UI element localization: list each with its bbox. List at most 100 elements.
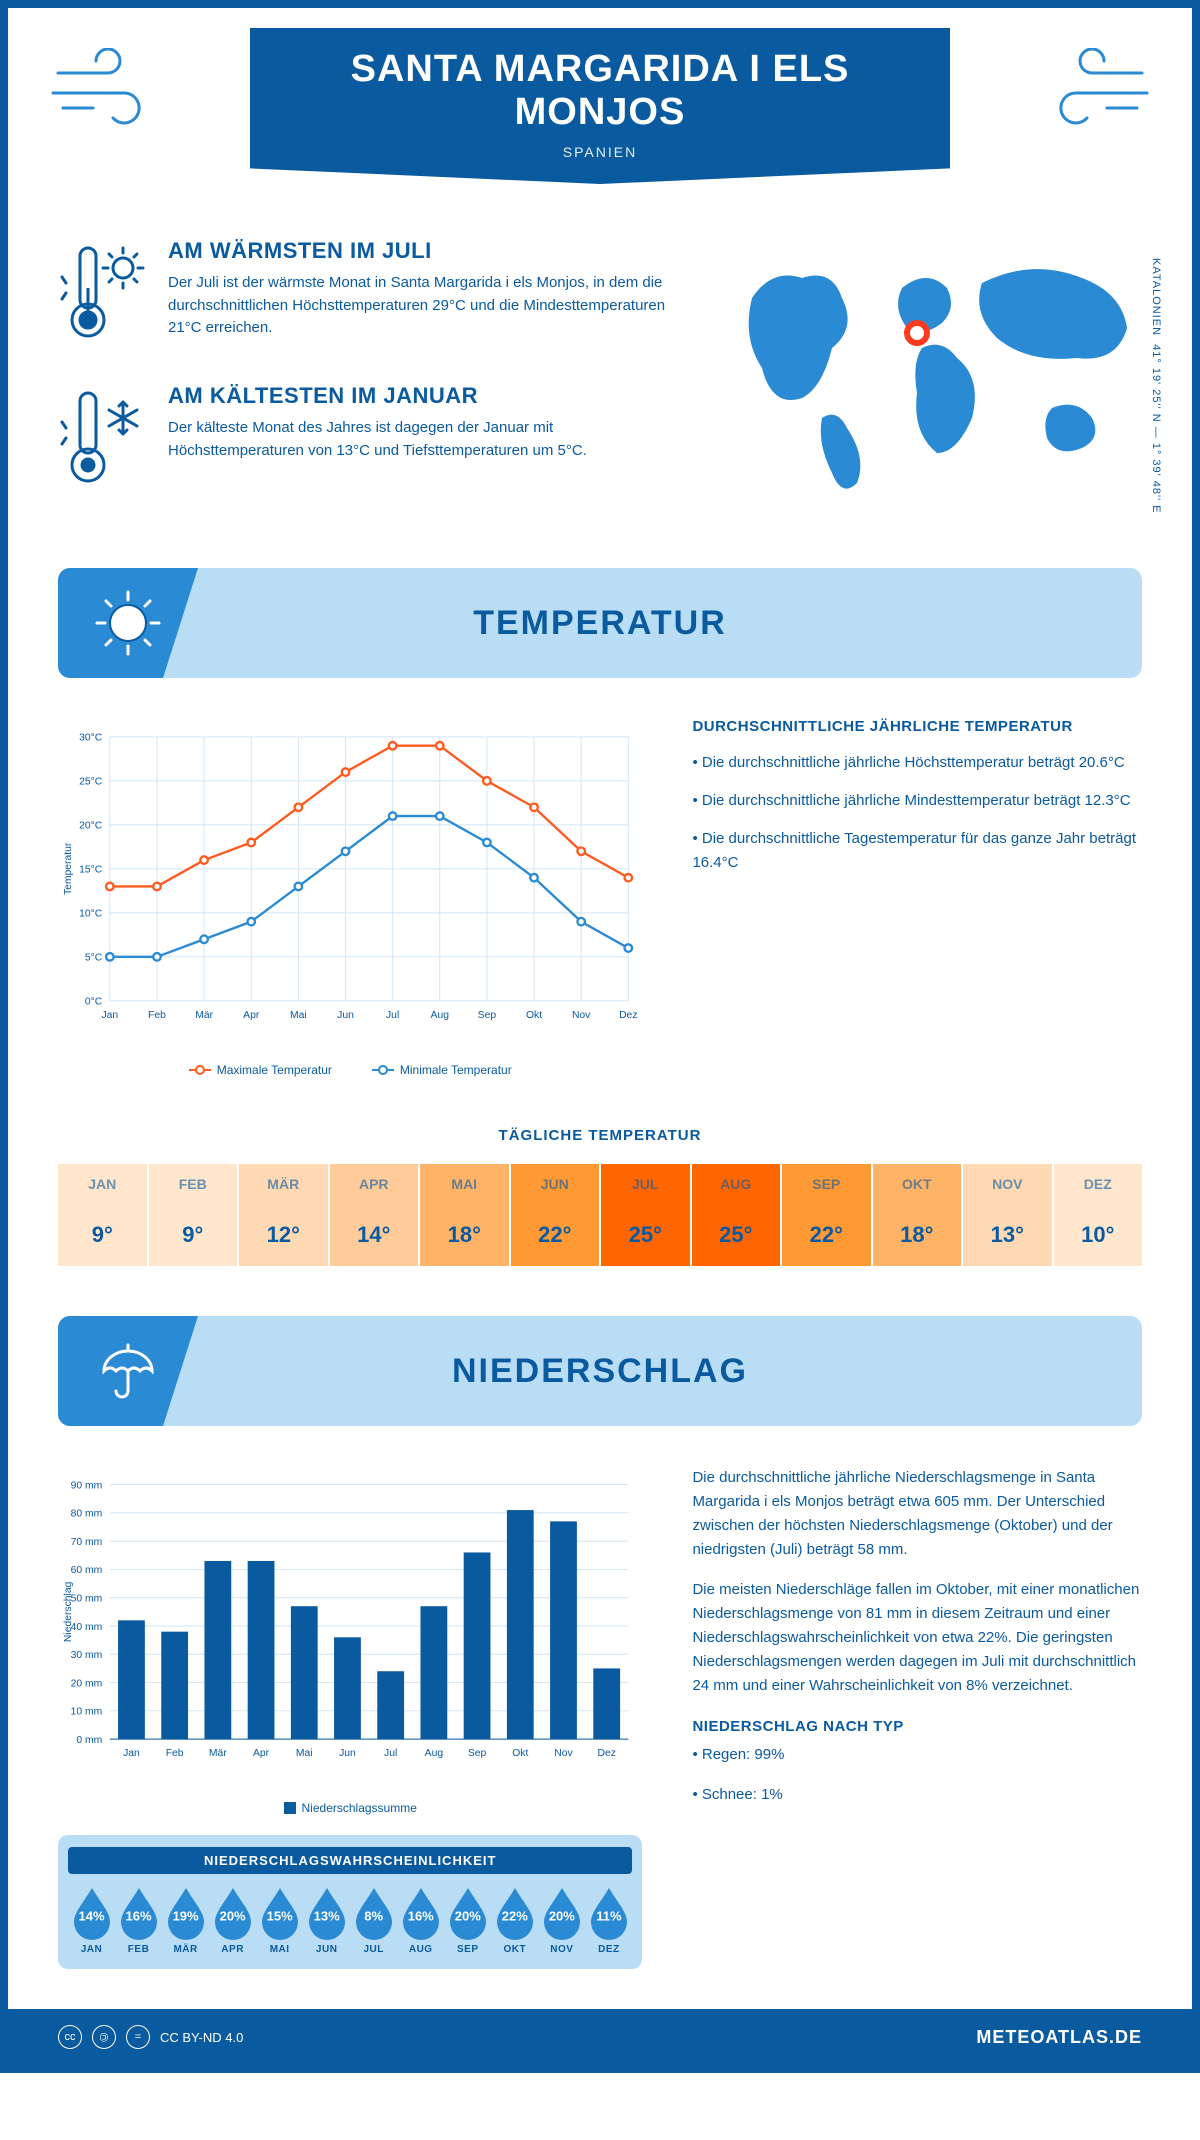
svg-text:Nov: Nov: [572, 1010, 591, 1021]
svg-text:Dez: Dez: [619, 1010, 637, 1021]
svg-text:Niederschlag: Niederschlag: [63, 1581, 74, 1642]
svg-text:30 mm: 30 mm: [71, 1650, 103, 1661]
svg-text:Jul: Jul: [386, 1010, 399, 1021]
drop-cell: 16%FEB: [115, 1886, 162, 1955]
coldest-title: AM KÄLTESTEN IM JANUAR: [168, 383, 682, 409]
world-map: KATALONIEN 41° 19' 25'' N — 1° 39' 48'' …: [722, 238, 1142, 528]
svg-text:Sep: Sep: [478, 1010, 497, 1021]
temp-cell: APR14°: [330, 1164, 421, 1266]
svg-text:0°C: 0°C: [85, 997, 103, 1008]
svg-text:Okt: Okt: [526, 1010, 542, 1021]
svg-text:20°C: 20°C: [79, 821, 103, 832]
by-icon: 🄯: [92, 2025, 116, 2049]
drop-cell: 11%DEZ: [585, 1886, 632, 1955]
thermometer-snow-icon: [58, 383, 148, 498]
temp-cell: JUN22°: [511, 1164, 602, 1266]
svg-text:90 mm: 90 mm: [71, 1480, 103, 1491]
drop-cell: 14%JAN: [68, 1886, 115, 1955]
sun-icon: [58, 568, 198, 678]
temp-cell: JAN9°: [58, 1164, 149, 1266]
drop-cell: 8%JUL: [350, 1886, 397, 1955]
svg-text:30°C: 30°C: [79, 733, 103, 744]
svg-text:Jun: Jun: [339, 1748, 356, 1759]
svg-text:Temperatur: Temperatur: [63, 842, 74, 895]
svg-text:Jan: Jan: [123, 1748, 140, 1759]
svg-text:Aug: Aug: [431, 1010, 450, 1021]
temp-cell: SEP22°: [782, 1164, 873, 1266]
svg-text:15°C: 15°C: [79, 865, 103, 876]
precipitation-bar-chart: 0 mm 10 mm 20 mm 30 mm 40 mm 50 mm 60 mm 70 mm 8…: [58, 1466, 642, 1786]
svg-text:Mai: Mai: [290, 1010, 307, 1021]
temperature-section-header: TEMPERATUR: [58, 568, 1142, 678]
svg-text:50 mm: 50 mm: [71, 1593, 103, 1604]
temp-cell: AUG25°: [692, 1164, 783, 1266]
svg-text:10 mm: 10 mm: [71, 1707, 103, 1718]
temperature-title: TEMPERATUR: [198, 604, 1142, 643]
warmest-text: Der Juli ist der wärmste Monat in Santa …: [168, 272, 682, 340]
temp-cell: JUL25°: [601, 1164, 692, 1266]
coordinates: KATALONIEN 41° 19' 25'' N — 1° 39' 48'' …: [1150, 258, 1162, 514]
svg-text:Jul: Jul: [384, 1748, 397, 1759]
drop-cell: 20%APR: [209, 1886, 256, 1955]
precipitation-probability-box: NIEDERSCHLAGSWAHRSCHEINLICHKEIT 14%JAN16…: [58, 1835, 642, 1969]
svg-text:Dez: Dez: [597, 1748, 615, 1759]
cc-icon: cc: [58, 2025, 82, 2049]
precipitation-summary: Die durchschnittliche jährliche Niedersc…: [692, 1466, 1142, 1969]
license-text: CC BY-ND 4.0: [160, 2030, 243, 2045]
svg-text:Sep: Sep: [468, 1748, 487, 1759]
temp-legend: Maximale Temperatur Minimale Temperatur: [58, 1063, 642, 1077]
temp-cell: DEZ10°: [1054, 1164, 1143, 1266]
svg-text:40 mm: 40 mm: [71, 1622, 103, 1633]
temp-cell: OKT18°: [873, 1164, 964, 1266]
svg-text:Okt: Okt: [512, 1748, 528, 1759]
svg-text:80 mm: 80 mm: [71, 1509, 103, 1520]
temp-cell: MAI18°: [420, 1164, 511, 1266]
svg-text:Feb: Feb: [148, 1010, 166, 1021]
svg-text:Feb: Feb: [166, 1748, 184, 1759]
temperature-line-chart: 0°C5°C10°C15°C20°C25°C30°CJanFebMärAprMa…: [58, 718, 642, 1077]
precipitation-title: NIEDERSCHLAG: [198, 1352, 1142, 1391]
temp-cell: NOV13°: [963, 1164, 1054, 1266]
precipitation-section-header: NIEDERSCHLAG: [58, 1316, 1142, 1426]
temp-cell: MÄR12°: [239, 1164, 330, 1266]
wind-icon-left: [48, 48, 168, 143]
svg-text:Jun: Jun: [337, 1010, 354, 1021]
daily-temp-title: TÄGLICHE TEMPERATUR: [8, 1127, 1192, 1144]
country-subtitle: SPANIEN: [280, 144, 920, 160]
svg-text:70 mm: 70 mm: [71, 1537, 103, 1548]
daily-temp-table: JAN9°FEB9°MÄR12°APR14°MAI18°JUN22°JUL25°…: [58, 1164, 1142, 1266]
drop-cell: 20%NOV: [538, 1886, 585, 1955]
svg-text:Apr: Apr: [253, 1748, 270, 1759]
svg-text:10°C: 10°C: [79, 909, 103, 920]
svg-text:60 mm: 60 mm: [71, 1565, 103, 1576]
coldest-block: AM KÄLTESTEN IM JANUAR Der kälteste Mona…: [58, 383, 682, 498]
svg-text:0 mm: 0 mm: [76, 1735, 102, 1746]
wind-icon-right: [1032, 48, 1152, 143]
drop-cell: 19%MÄR: [162, 1886, 209, 1955]
precip-legend: Niederschlagssumme: [58, 1801, 642, 1815]
drop-cell: 15%MAI: [256, 1886, 303, 1955]
umbrella-icon: [58, 1316, 198, 1426]
drop-cell: 16%AUG: [397, 1886, 444, 1955]
location-title: SANTA MARGARIDA I ELS MONJOS: [280, 48, 920, 134]
svg-text:Nov: Nov: [554, 1748, 573, 1759]
summary-row: AM WÄRMSTEN IM JULI Der Juli ist der wär…: [8, 228, 1192, 568]
svg-text:Aug: Aug: [425, 1748, 444, 1759]
drop-cell: 20%SEP: [444, 1886, 491, 1955]
drop-cell: 22%OKT: [491, 1886, 538, 1955]
footer: cc 🄯 = CC BY-ND 4.0 METEOATLAS.DE: [8, 2009, 1192, 2065]
svg-text:20 mm: 20 mm: [71, 1678, 103, 1689]
drop-cell: 13%JUN: [303, 1886, 350, 1955]
warmest-block: AM WÄRMSTEN IM JULI Der Juli ist der wär…: [58, 238, 682, 353]
svg-text:Mai: Mai: [296, 1748, 313, 1759]
svg-text:5°C: 5°C: [85, 953, 103, 964]
warmest-title: AM WÄRMSTEN IM JULI: [168, 238, 682, 264]
nd-icon: =: [126, 2025, 150, 2049]
temperature-summary: DURCHSCHNITTLICHE JÄHRLICHE TEMPERATUR •…: [692, 718, 1142, 1077]
svg-text:25°C: 25°C: [79, 777, 103, 788]
thermometer-sun-icon: [58, 238, 148, 353]
svg-text:Jan: Jan: [101, 1010, 118, 1021]
header-banner: SANTA MARGARIDA I ELS MONJOS SPANIEN: [8, 8, 1192, 228]
brand: METEOATLAS.DE: [976, 2027, 1142, 2048]
svg-text:Mär: Mär: [195, 1010, 213, 1021]
